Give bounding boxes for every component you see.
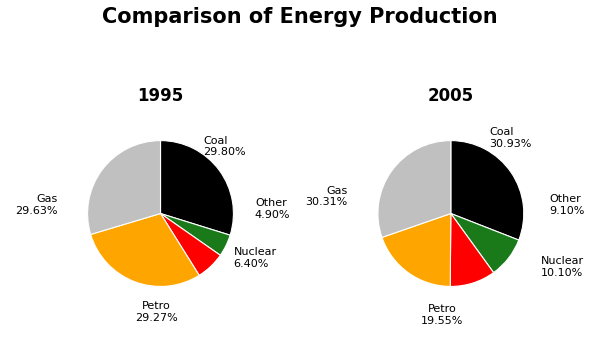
Text: Nuclear
6.40%: Nuclear 6.40% — [233, 247, 277, 269]
Text: Petro
29.27%: Petro 29.27% — [135, 301, 178, 323]
Title: 1995: 1995 — [137, 87, 184, 105]
Text: Comparison of Energy Production: Comparison of Energy Production — [102, 7, 498, 27]
Wedge shape — [451, 213, 519, 273]
Text: Coal
29.80%: Coal 29.80% — [203, 136, 246, 158]
Text: Coal
30.93%: Coal 30.93% — [490, 127, 532, 149]
Text: Other
9.10%: Other 9.10% — [550, 194, 585, 216]
Wedge shape — [161, 213, 220, 276]
Text: Petro
19.55%: Petro 19.55% — [421, 304, 463, 326]
Text: Gas
30.31%: Gas 30.31% — [305, 185, 348, 207]
Wedge shape — [382, 213, 451, 286]
Text: Gas
29.63%: Gas 29.63% — [15, 194, 58, 216]
Wedge shape — [451, 140, 524, 240]
Wedge shape — [161, 213, 230, 255]
Wedge shape — [378, 140, 451, 237]
Text: Nuclear
10.10%: Nuclear 10.10% — [541, 256, 584, 277]
Wedge shape — [161, 140, 233, 235]
Title: 2005: 2005 — [428, 87, 474, 105]
Wedge shape — [88, 140, 161, 234]
Wedge shape — [450, 213, 494, 286]
Wedge shape — [91, 213, 199, 286]
Text: Other
4.90%: Other 4.90% — [255, 199, 290, 220]
